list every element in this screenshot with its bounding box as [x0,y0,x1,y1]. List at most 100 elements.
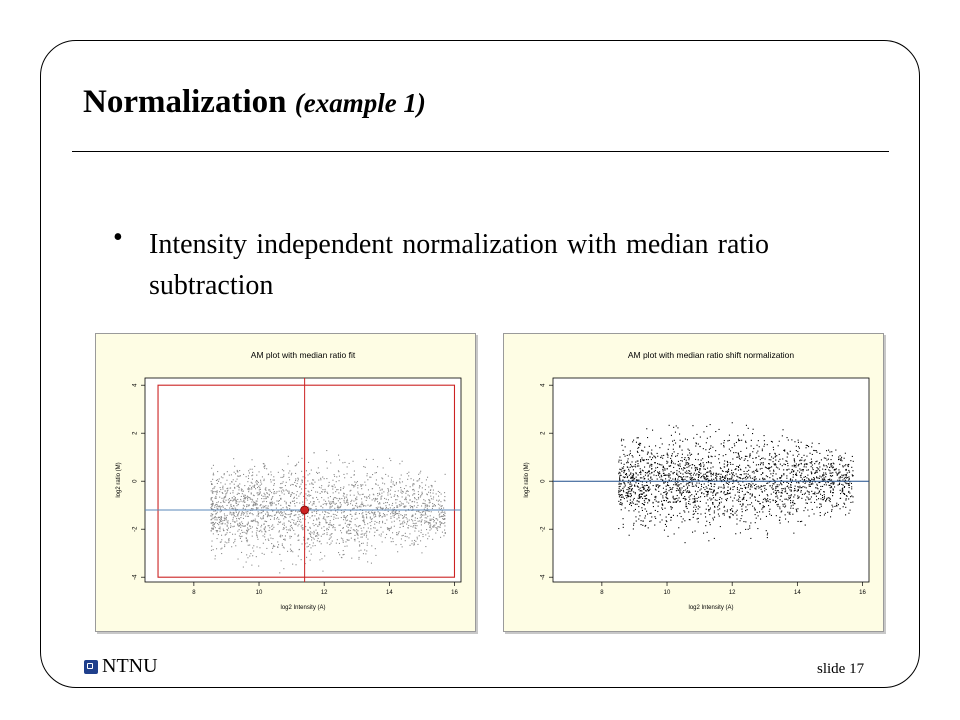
scatter-point [816,483,818,485]
scatter-point [628,470,630,472]
scatter-point [369,505,371,507]
scatter-point [709,522,711,524]
scatter-point [714,505,716,507]
scatter-point [251,564,253,566]
scatter-point [321,491,323,493]
scatter-point [687,454,689,456]
scatter-point [292,551,294,553]
scatter-point [646,498,648,500]
scatter-point [357,493,359,495]
scatter-point [428,523,430,525]
scatter-point [393,507,395,509]
scatter-point [421,493,423,495]
scatter-point [327,492,329,494]
scatter-point [405,499,407,501]
scatter-point [789,450,791,452]
scatter-point [318,517,320,519]
scatter-point [640,524,642,526]
scatter-point [796,490,798,492]
scatter-point [762,501,764,503]
scatter-point [314,481,316,483]
scatter-point [721,479,723,481]
scatter-point [738,477,740,479]
scatter-point [280,483,282,485]
scatter-point [261,524,263,526]
scatter-point [771,456,773,458]
scatter-point [306,499,308,501]
scatter-point [222,520,224,522]
scatter-point [830,464,832,466]
scatter-point [816,460,818,462]
scatter-point [411,515,413,517]
scatter-point [256,515,258,517]
scatter-point [627,491,629,493]
scatter-point [340,489,342,491]
scatter-point [424,511,426,513]
scatter-point [263,492,265,494]
scatter-point [230,474,232,476]
scatter-point [344,545,346,547]
scatter-point [413,493,415,495]
scatter-point [804,476,806,478]
scatter-point [792,513,794,515]
scatter-point [342,462,344,464]
scatter-point [340,504,342,506]
scatter-point [720,501,722,503]
scatter-point [717,506,719,508]
scatter-point [259,491,261,493]
scatter-point [707,480,709,482]
scatter-point [302,518,304,520]
scatter-point [695,511,697,513]
scatter-point [345,520,347,522]
scatter-point [417,491,419,493]
chart-panel-right: AM plot with median ratio shift normaliz… [503,333,884,632]
scatter-point [784,498,786,500]
scatter-point [682,479,684,481]
scatter-point [633,479,635,481]
scatter-point [659,464,661,466]
scatter-point [815,450,817,452]
scatter-point [251,486,253,488]
scatter-point [215,497,217,499]
scatter-point [239,475,241,477]
scatter-point [622,479,624,481]
scatter-point [402,521,404,523]
scatter-point [264,533,266,535]
scatter-point [643,488,645,490]
scatter-point [265,539,267,541]
scatter-point [811,490,813,492]
scatter-point [316,518,318,520]
scatter-point [842,490,844,492]
scatter-point [836,473,838,475]
scatter-point [623,472,625,474]
scatter-point [654,462,656,464]
scatter-point [241,540,243,542]
scatter-point [374,548,376,550]
scatter-point [383,491,385,493]
scatter-point [802,469,804,471]
scatter-point [745,467,747,469]
scatter-point [412,494,414,496]
scatter-point [379,506,381,508]
scatter-point [791,479,793,481]
scatter-point [765,530,767,532]
scatter-point [838,472,840,474]
scatter-point [400,489,402,491]
scatter-point [669,477,671,479]
scatter-point [736,509,738,511]
scatter-point [760,474,762,476]
scatter-point [779,508,781,510]
scatter-point [834,505,836,507]
scatter-point [703,483,705,485]
scatter-point [716,475,718,477]
scatter-point [243,473,245,475]
scatter-point [424,520,426,522]
scatter-point [384,483,386,485]
scatter-point [762,477,764,479]
scatter-point [307,529,309,531]
scatter-point [228,498,230,500]
scatter-point [631,490,633,492]
scatter-point [632,456,634,458]
scatter-point [439,521,441,523]
scatter-point [255,532,257,534]
